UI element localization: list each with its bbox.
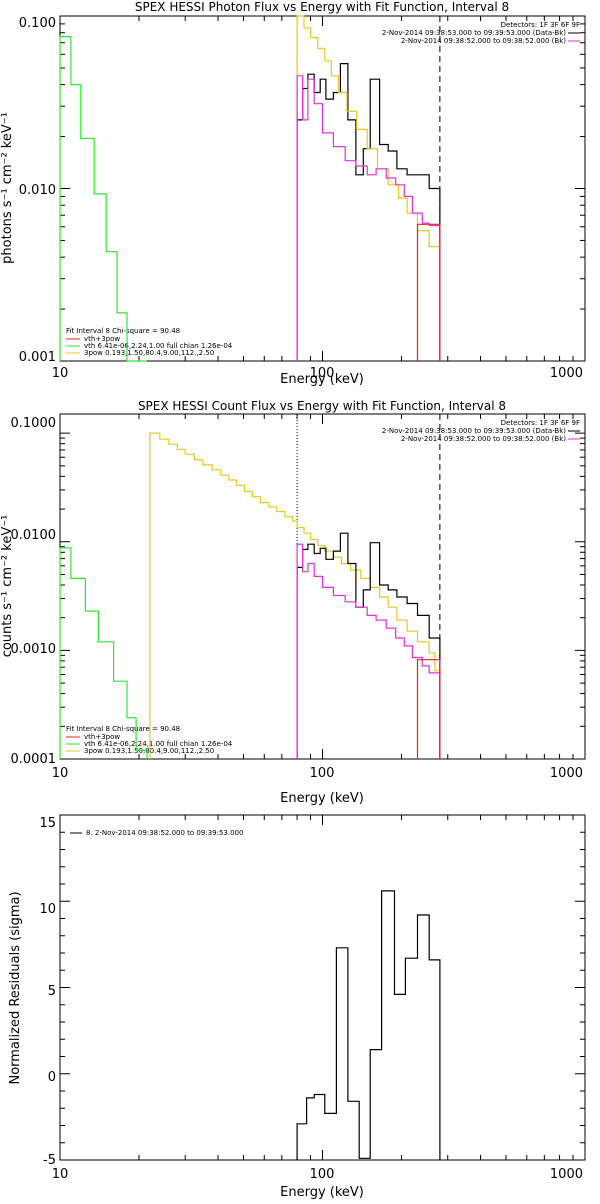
x-tick-label: 1000 (550, 766, 583, 781)
legend-residual-interval: 8. 2-Nov-2014 09:38:52.000 to 09:39:53.0… (86, 829, 243, 837)
series-bk-line (296, 75, 441, 361)
series-bpow-line (149, 432, 441, 759)
y-axis-label: Normalized Residuals (sigma) (8, 891, 23, 1084)
series-bk-line (296, 543, 441, 759)
y-tick-label: 0.0010 (11, 642, 57, 657)
x-axis-label: Energy (keV) (280, 791, 364, 806)
y-axis-label: photons s⁻¹ cm⁻² keV⁻¹ (0, 112, 15, 264)
plot-frame (59, 15, 586, 362)
series-bpow-line (296, 15, 441, 361)
series-data-line (296, 890, 441, 1160)
legend-total: vth+3pow (84, 733, 120, 741)
y-tick-label: 0.001 (19, 350, 56, 365)
legend-fit-interval: Fit Interval 8 Chi-square = 90.48 (66, 327, 180, 335)
legend-detectors: Detectors: 1F 3F 6F 9F (501, 419, 580, 427)
y-tick-label: 0.0100 (11, 528, 57, 543)
x-tick-label: 10 (52, 366, 69, 381)
x-tick-label: 1000 (550, 366, 583, 381)
y-tick-label: 0.0001 (11, 752, 57, 767)
x-axis-label: Energy (keV) (280, 1185, 364, 1200)
legend-data-interval: 2-Nov-2014 09:38:53.000 to 09:39:53.000 … (382, 29, 566, 37)
photon-flux-panel: SPEX HESSI Photon Flux vs Energy with Fi… (0, 0, 586, 387)
x-tick-label: 100 (310, 1167, 335, 1182)
series-vth-line (59, 547, 148, 759)
x-tick-label: 10 (52, 1167, 69, 1182)
x-tick-label: 100 (310, 366, 335, 381)
x-tick-label: 1000 (550, 1167, 583, 1182)
y-tick-label: 0.100 (19, 16, 56, 31)
chart-title: SPEX HESSI Count Flux vs Energy with Fit… (138, 399, 506, 413)
count-flux-panel: SPEX HESSI Count Flux vs Energy with Fit… (0, 399, 586, 806)
legend-data-interval: 2-Nov-2014 09:38:53.000 to 09:39:53.000 … (382, 427, 566, 435)
y-tick-label: 0 (48, 1070, 56, 1085)
series-total-line (416, 223, 441, 361)
legend-bpow: 3pow 0.193,1.50,80.4,9.00,112.,2.50 (84, 747, 214, 755)
legend-bk-interval: 2-Nov-2014 09:38:52.000 to 09:38:52.000 … (401, 435, 566, 443)
series-vth-line (59, 36, 147, 362)
chart-marks (59, 15, 586, 1161)
y-tick-label: 0.010 (19, 183, 56, 198)
legend-vth: vth 6.41e-06,2.24,1.00 full chian 1.26e-… (84, 342, 233, 350)
legend-fit-interval: Fit Interval 8 Chi-square = 90.48 (66, 725, 180, 733)
legend-detectors: Detectors: 1F 3F 6F 9F (501, 21, 580, 29)
legend-bk-interval: 2-Nov-2014 09:38:52.000 to 09:38:52.000 … (401, 37, 566, 45)
series-data-line (296, 532, 441, 759)
series-total-line (416, 659, 441, 759)
y-tick-label: 10 (39, 902, 56, 917)
legend-vth: vth 6.41e-06,2.24,1.00 full chian 1.26e-… (84, 740, 233, 748)
plot-frame (59, 814, 586, 1161)
legend-bpow: 3pow 0.193,1.50,80.4,9.00,112.,2.50 (84, 349, 214, 357)
y-tick-label: 15 (39, 816, 56, 831)
x-tick-label: 10 (52, 766, 69, 781)
x-tick-label: 100 (310, 766, 335, 781)
y-tick-label: 5 (48, 984, 56, 999)
x-axis-label: Energy (keV) (280, 372, 364, 387)
y-tick-label: -5 (43, 1153, 56, 1168)
legend-total: vth+3pow (84, 335, 120, 343)
series-data-line (296, 63, 441, 361)
y-tick-label: 0.1000 (11, 416, 57, 431)
chart-title: SPEX HESSI Photon Flux vs Energy with Fi… (135, 0, 509, 14)
y-axis-label: counts s⁻¹ cm⁻² keV⁻¹ (0, 515, 15, 658)
